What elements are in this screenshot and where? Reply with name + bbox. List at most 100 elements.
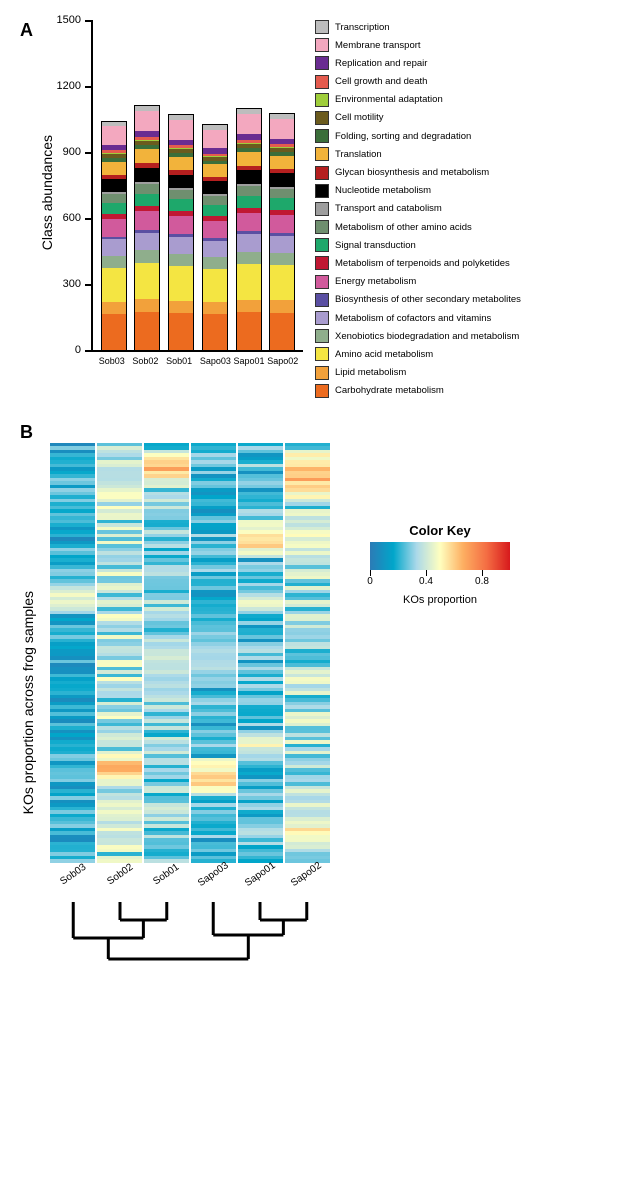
seg-carbo xyxy=(270,313,294,350)
seg-cofactors xyxy=(237,234,261,251)
seg-lipid xyxy=(169,301,193,313)
heatmap-col-sob02 xyxy=(97,443,142,863)
seg-cofactors xyxy=(135,233,159,251)
seg-cofactors xyxy=(169,237,193,254)
seg-aminoacid xyxy=(135,263,159,299)
legend-item: Lipid metabolism xyxy=(315,366,521,380)
legend-label: Glycan biosynthesis and metabolism xyxy=(335,167,489,178)
heatmap-col-sapo01 xyxy=(238,443,283,863)
legend-label: Carbohydrate metabolism xyxy=(335,385,444,396)
seg-memtrans xyxy=(169,120,193,139)
legend-label: Metabolism of cofactors and vitamins xyxy=(335,313,491,324)
xlabel: Sob01 xyxy=(166,356,192,366)
chart-a-legend: Transcription Membrane transport Replicati… xyxy=(315,20,521,402)
ytick-label: 300 xyxy=(63,278,81,290)
legend-item: Membrane transport xyxy=(315,38,521,52)
heatmap-col-sob03 xyxy=(50,443,95,863)
legend-swatch xyxy=(315,93,329,107)
seg-translation xyxy=(102,162,126,175)
seg-memtrans xyxy=(135,111,159,131)
legend-label: Environmental adaptation xyxy=(335,94,443,105)
xlabel: Sapo02 xyxy=(267,356,293,366)
xlabel: Sapo03 xyxy=(200,356,226,366)
legend-label: Transcription xyxy=(335,22,390,33)
legend-swatch xyxy=(315,75,329,89)
color-key-ticks: 00.40.8 xyxy=(370,570,510,584)
legend-item: Transport and catabolism xyxy=(315,202,521,216)
panel-a-label: A xyxy=(20,20,33,41)
seg-lipid xyxy=(135,299,159,312)
ytick-label: 900 xyxy=(63,146,81,158)
seg-carbo xyxy=(203,314,227,350)
legend-label: Amino acid metabolism xyxy=(335,349,433,360)
legend-item: Folding, sorting and degradation xyxy=(315,129,521,143)
seg-cofactors xyxy=(270,236,294,253)
legend-label: Cell growth and death xyxy=(335,76,427,87)
legend-label: Translation xyxy=(335,149,382,160)
legend-item: Replication and repair xyxy=(315,56,521,70)
legend-swatch xyxy=(315,184,329,198)
legend-item: Transcription xyxy=(315,20,521,34)
seg-signal xyxy=(102,203,126,214)
seg-signal xyxy=(203,205,227,216)
legend-item: Signal transduction xyxy=(315,238,521,252)
bar-sob01 xyxy=(168,114,194,350)
color-key-label: KOs proportion xyxy=(360,594,520,606)
legend-item: Glycan biosynthesis and metabolism xyxy=(315,166,521,180)
colorkey-ticklabel: 0.4 xyxy=(419,576,433,587)
seg-signal xyxy=(169,199,193,211)
seg-aminoother xyxy=(270,189,294,198)
legend-swatch xyxy=(315,256,329,270)
chart-a-wrap: Class abundances 030060090012001500 Sob0… xyxy=(39,20,303,366)
seg-aminoacid xyxy=(102,268,126,302)
legend-swatch xyxy=(315,129,329,143)
seg-lipid xyxy=(102,302,126,314)
legend-item: Energy metabolism xyxy=(315,275,521,289)
legend-swatch xyxy=(315,238,329,252)
seg-aminoother xyxy=(102,194,126,203)
ytick-label: 600 xyxy=(63,212,81,224)
seg-lipid xyxy=(237,300,261,312)
seg-xenobio xyxy=(102,256,126,268)
legend-label: Energy metabolism xyxy=(335,276,416,287)
chart-a-plot: 030060090012001500 xyxy=(91,20,303,352)
seg-aminoacid xyxy=(270,265,294,300)
legend-swatch xyxy=(315,347,329,361)
seg-xenobio xyxy=(135,250,159,263)
seg-memtrans xyxy=(237,114,261,134)
seg-aminoother xyxy=(135,184,159,194)
heatmap-col-sapo03 xyxy=(191,443,236,863)
legend-swatch xyxy=(315,275,329,289)
chart-a-ylabel: Class abundances xyxy=(39,135,55,250)
seg-aminoacid xyxy=(169,266,193,301)
legend-label: Membrane transport xyxy=(335,40,421,51)
color-key-title: Color Key xyxy=(360,523,520,538)
seg-carbo xyxy=(169,313,193,350)
legend-swatch xyxy=(315,20,329,34)
seg-nucleotide xyxy=(169,175,193,189)
seg-memtrans xyxy=(270,119,294,139)
seg-xenobio xyxy=(169,254,193,266)
seg-memtrans xyxy=(102,126,126,145)
seg-memtrans xyxy=(203,130,227,148)
ytick xyxy=(85,20,93,22)
seg-xenobio xyxy=(203,257,227,269)
legend-swatch xyxy=(315,293,329,307)
legend-item: Translation xyxy=(315,147,521,161)
ytick xyxy=(85,218,93,220)
seg-signal xyxy=(237,196,261,208)
seg-nucleotide xyxy=(135,168,159,182)
heatmap-xlabels: Sob03Sob02Sob01Sapo03Sapo01Sapo02 xyxy=(50,869,330,880)
legend-swatch xyxy=(315,384,329,398)
seg-carbo xyxy=(135,312,159,350)
legend-label: Lipid metabolism xyxy=(335,367,406,378)
heatmap-ylabel: KOs proportion across frog samples xyxy=(20,591,36,814)
panel-a: A Class abundances 030060090012001500 So… xyxy=(20,20,615,402)
legend-item: Metabolism of other amino acids xyxy=(315,220,521,234)
color-key: Color Key 00.40.8 KOs proportion xyxy=(360,523,520,606)
chart-a-xlabels: Sob03Sob02Sob01Sapo03Sapo01Sapo02 xyxy=(91,356,301,366)
legend-item: Amino acid metabolism xyxy=(315,347,521,361)
seg-xenobio xyxy=(270,253,294,265)
colorkey-ticklabel: 0 xyxy=(367,576,373,587)
ytick xyxy=(85,350,93,352)
